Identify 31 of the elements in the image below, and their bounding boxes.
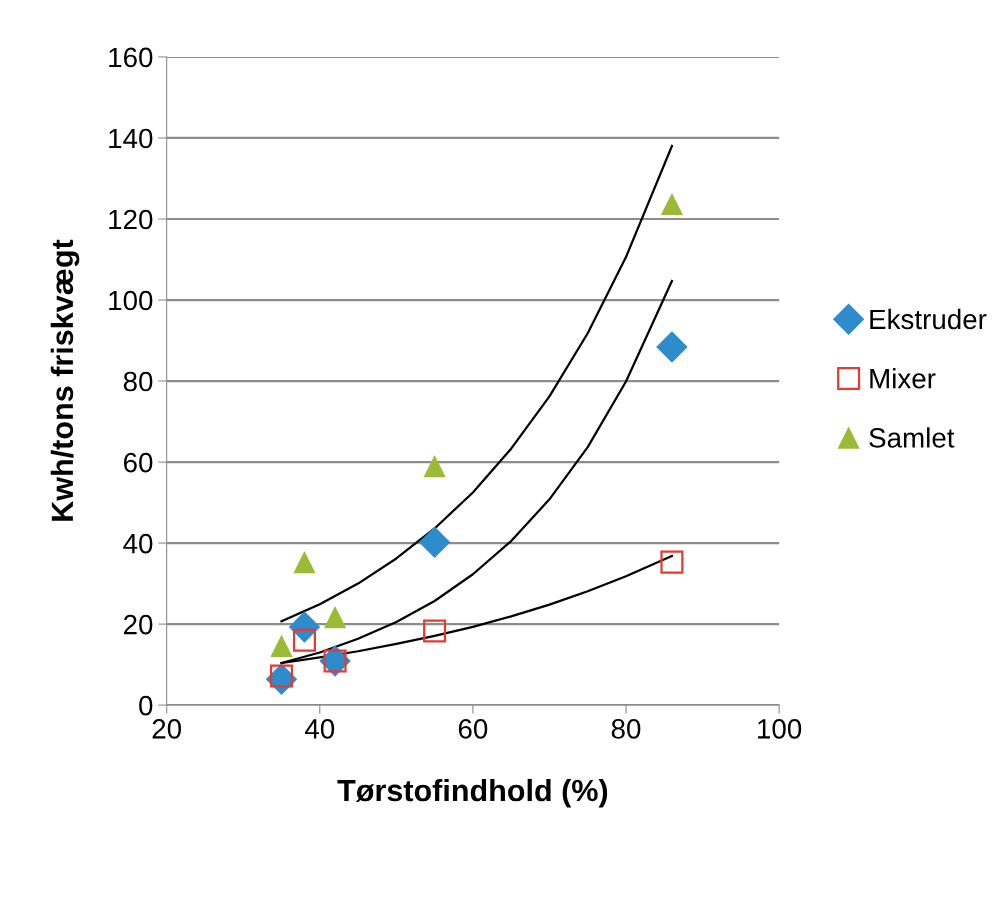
legend-label: Samlet <box>869 427 955 448</box>
x-tick-label: 100 <box>758 719 802 739</box>
legend-label: Ekstruder <box>870 308 987 330</box>
y-tick-label: 120 <box>109 209 153 230</box>
legend-label: Mixer <box>870 368 936 389</box>
point <box>660 192 684 216</box>
y-axis-title: Kwh/tons friskvægt <box>50 239 80 521</box>
x-axis-title: Tørstofindhold (%) <box>337 778 608 808</box>
point <box>292 628 316 652</box>
y-tick-label: 80 <box>123 371 153 392</box>
x-tick-label: 40 <box>304 719 335 739</box>
x-tick-label: 20 <box>152 719 182 739</box>
y-tick-label: 60 <box>123 452 153 473</box>
point <box>293 551 316 574</box>
point <box>423 455 446 478</box>
point <box>423 619 447 643</box>
point <box>660 550 684 574</box>
line-series <box>280 144 674 623</box>
point <box>288 611 321 643</box>
y-tick-label: 160 <box>109 47 153 68</box>
x-tick-label: 60 <box>458 719 488 739</box>
y-tick-label: 20 <box>123 614 153 635</box>
y-tick-label: 100 <box>109 290 153 311</box>
y-tick-label: 40 <box>123 533 153 554</box>
point <box>418 526 451 558</box>
point <box>323 606 347 629</box>
x-tick-label: 80 <box>611 719 641 739</box>
y-tick-label: 140 <box>109 128 153 149</box>
point <box>270 634 293 658</box>
point <box>656 331 688 363</box>
y-tick-label: 0 <box>139 695 153 716</box>
